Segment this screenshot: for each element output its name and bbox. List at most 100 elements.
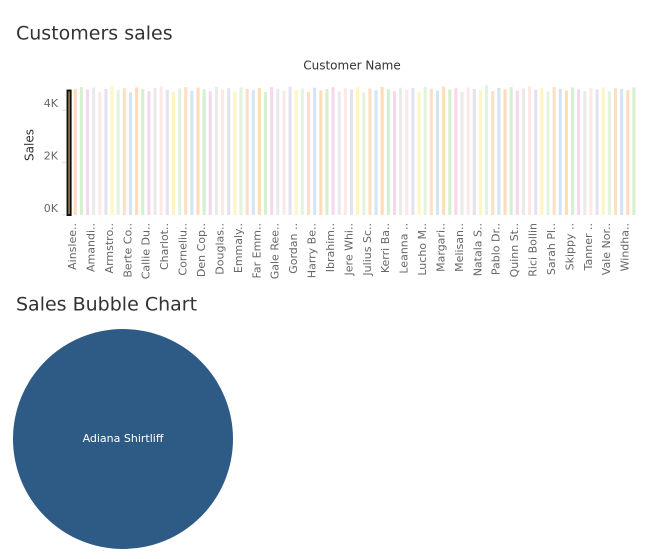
bar [294, 89, 298, 215]
bar [122, 88, 126, 215]
bar [392, 91, 397, 215]
x-tick-label: Jere Whi.. [342, 223, 355, 276]
bar [435, 90, 439, 215]
bar [472, 88, 476, 215]
bar [319, 90, 323, 215]
bar [227, 88, 231, 215]
bar [515, 90, 519, 215]
bar [98, 91, 102, 215]
bar [528, 86, 532, 215]
bar [276, 88, 280, 215]
bar [251, 90, 255, 215]
bar [620, 88, 624, 215]
x-tick-label: Amandi.. [84, 223, 97, 272]
bar [66, 89, 72, 216]
y-tick-label: 2K [44, 150, 59, 163]
x-tick-label: Rici Bollin [527, 223, 540, 277]
bar [85, 89, 90, 215]
x-tick-label: Lucho M.. [416, 223, 429, 276]
bar [190, 90, 194, 215]
bar [202, 89, 206, 215]
bar [141, 89, 145, 215]
bar [601, 87, 605, 215]
bar [73, 88, 77, 215]
bar [497, 87, 501, 215]
bar [613, 88, 618, 215]
bar [343, 88, 347, 215]
bar [558, 88, 562, 215]
bar [104, 88, 108, 215]
x-header: Customer Name [303, 59, 401, 73]
bar [178, 88, 182, 215]
x-tick-label: Pablo Dr.. [490, 223, 503, 275]
bar [583, 91, 587, 215]
bar [116, 90, 120, 215]
bar [577, 89, 581, 215]
x-tick-label: Windha.. [619, 223, 632, 271]
bar [454, 88, 458, 215]
bar [632, 87, 636, 215]
bar [589, 87, 593, 215]
x-tick-label: Quinn St.. [508, 223, 521, 277]
x-tick-label: Leanna .. [398, 223, 411, 274]
bar [135, 87, 139, 215]
bar [503, 89, 507, 215]
bar [534, 89, 538, 215]
bar [411, 87, 415, 215]
bar [245, 88, 249, 215]
x-tick-label: Ibrahim.. [324, 223, 337, 272]
bar [257, 87, 261, 215]
bar [368, 88, 372, 215]
bar [239, 87, 243, 215]
x-tick-label: Kerri Ba.. [379, 223, 392, 273]
x-tick-label: Douglas.. [213, 223, 226, 275]
bar [282, 90, 286, 215]
bar [570, 87, 575, 215]
bar [300, 88, 304, 215]
x-tick-label: Ainslee.. [66, 223, 79, 270]
x-tick-label: Gordan .. [287, 223, 300, 274]
bar [442, 86, 446, 215]
bubble [13, 329, 233, 549]
bar [521, 88, 525, 215]
bar [128, 92, 133, 215]
bubble-label: Adiana Shirtliff [83, 432, 164, 445]
bar [356, 87, 360, 215]
y-tick-label: 0K [44, 202, 59, 215]
bar [306, 91, 311, 215]
bar [405, 89, 409, 215]
x-tick-label: Julius Sc.. [361, 223, 374, 277]
bar [270, 87, 274, 215]
bar [325, 88, 329, 215]
bar [331, 87, 335, 215]
x-tick-label: Corneliu.. [177, 223, 190, 276]
bar [214, 86, 218, 215]
x-tick-label: Callie Du.. [140, 223, 153, 279]
bar [448, 89, 452, 215]
x-tick-label: Gale Ree.. [269, 223, 282, 279]
bar [165, 90, 169, 215]
bar [429, 88, 433, 215]
x-tick-label: Den Cop.. [195, 223, 208, 277]
bar [153, 87, 157, 215]
x-tick-label: Berte Co.. [121, 223, 134, 278]
bar [92, 87, 96, 215]
bar [466, 87, 470, 215]
y-axis-label: Sales [23, 129, 37, 161]
bar [147, 91, 151, 215]
x-tick-label: Sarah Pl.. [545, 223, 558, 275]
x-tick-label: Skippy .. [563, 223, 576, 270]
x-tick-label: Emmaly.. [232, 223, 245, 273]
chart-title: Customers sales [16, 23, 173, 45]
bar [362, 92, 366, 215]
bar [423, 87, 427, 215]
bar [374, 90, 378, 215]
bar [607, 91, 611, 215]
bar [208, 91, 212, 215]
bar [171, 92, 175, 215]
bar [540, 87, 544, 215]
bar [478, 90, 482, 215]
chart-title: Sales Bubble Chart [16, 294, 197, 316]
bar [417, 91, 421, 215]
